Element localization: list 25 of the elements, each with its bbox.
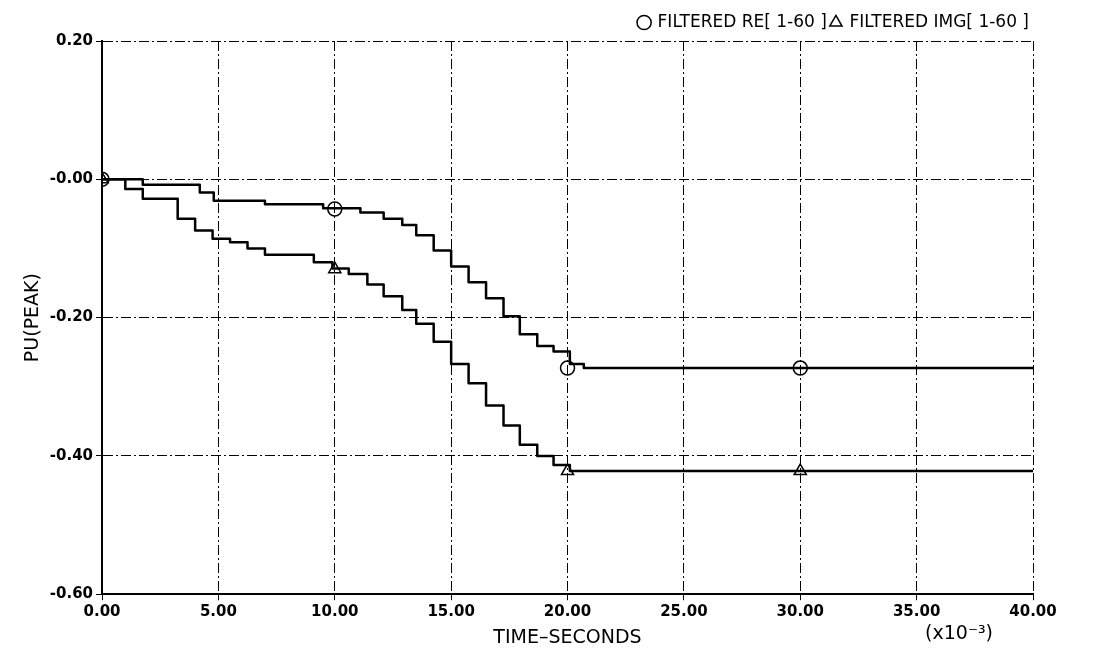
legend-label: FILTERED RE[ 1-60 ]: [657, 10, 827, 31]
point: [327, 261, 342, 274]
y-axis-title: PU(PEAK): [20, 273, 43, 363]
point: [559, 360, 576, 376]
x-tick-label: 15.00: [427, 602, 475, 621]
x-tick-label: 30.00: [776, 602, 824, 621]
point: [560, 463, 575, 476]
y-tick-label: 0.20: [56, 30, 94, 49]
x-tick-label: 35.00: [892, 602, 941, 621]
x-tick-label: 10.00: [311, 602, 359, 621]
point: [327, 201, 343, 217]
x-tick-label: 0.00: [83, 602, 121, 621]
y-tick-label: -0.60: [49, 584, 94, 603]
point: [792, 360, 809, 376]
text: (x10⁻³): [925, 620, 993, 643]
x-tick-label: 40.00: [1009, 602, 1057, 621]
y-tick-label: -0.20: [49, 307, 94, 326]
legend-label: FILTERED IMG[ 1-60 ]: [849, 10, 1030, 31]
y-tick-label: -0.40: [49, 445, 94, 464]
x-axis-title: TIME–SECONDS: [492, 624, 642, 647]
x-tick-label: 25.00: [660, 602, 708, 621]
point: [793, 463, 808, 476]
y-tick-label: -0.00: [49, 169, 94, 188]
x-tick-label: 20.00: [543, 602, 592, 621]
x-tick-label: 5.00: [199, 602, 237, 621]
